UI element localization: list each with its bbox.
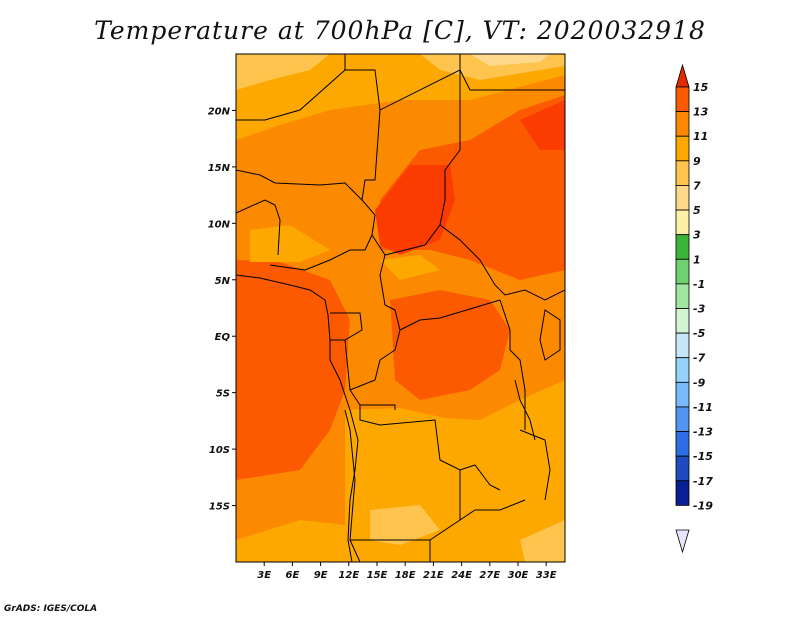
lon-tick-label: 9E [314,570,328,581]
lat-tick-label: 5S [216,389,230,400]
field-band-5c-north [470,54,550,66]
field-band-15c-east [520,100,565,150]
map-title: Temperature at 700hPa [C], VT: 202003291… [94,16,706,45]
colorbar-upper-arrow [675,63,690,88]
colorbar-box [675,480,690,506]
longitude-axis: 3E 6E 9E 12E 15E 18E 21E 24E 27E 30E 33E [257,562,557,581]
colorbar-box [675,86,690,113]
colorbar-label: 11 [693,130,708,143]
colorbar-box [675,135,690,162]
colorbar-label: -5 [693,327,706,340]
lon-tick-label: 6E [286,570,300,581]
lon-tick-label: 12E [338,570,359,581]
colorbar-label: -15 [693,450,713,463]
lon-tick-label: 18E [395,570,416,581]
lon-tick-label: 21E [423,570,444,581]
lon-tick-label: 3E [257,570,271,581]
colorbar-box [675,185,690,211]
colorbar-label: 3 [693,229,701,242]
colorbar-box [675,160,690,186]
colorbar-box [675,111,690,137]
colorbar-box [675,431,690,457]
colorbar-label: 1 [693,253,701,266]
colorbar-box [675,406,690,432]
colorbar-box [675,308,690,334]
field-band-13c-east [390,290,510,400]
coastline [236,274,359,562]
colorbar-box [675,258,690,285]
colorbar-label: 9 [693,155,701,168]
colorbar-box [675,234,690,260]
lat-tick-label: 15S [209,502,230,513]
field-band-9c-sahel [250,225,440,280]
lat-tick-label: EQ [215,332,231,343]
colorbar-label: -11 [693,401,713,414]
temperature-field [236,54,565,562]
lon-tick-label: 33E [536,570,557,581]
lon-tick-label: 24E [451,570,472,581]
colorbar-box [675,283,690,309]
field-band-13c-west [236,260,350,480]
lat-tick-label: 20N [208,106,231,117]
colorbar-label: -1 [693,278,705,291]
colorbar-box [675,357,690,383]
field-band-9c-west [236,520,345,562]
field-band-15c-core [375,165,455,255]
lon-tick-label: 15E [367,570,388,581]
colorbar-box [675,332,690,359]
colorbar-label: -19 [693,499,713,512]
colorbar-label: -3 [693,303,706,316]
colorbar-label: 13 [693,106,709,119]
colorbar-label: -17 [693,475,713,488]
colorbar-box [675,209,690,236]
colorbar-lower-arrow [675,529,690,554]
field-band-7c-north [236,54,565,90]
lat-tick-label: 10S [209,445,230,456]
colorbar-box [675,381,690,408]
latitude-axis: 20N 15N 10N 5N EQ 5S 10S 15S [208,106,236,513]
field-band-7c-south [370,505,565,562]
colorbar: 15 13 11 9 7 5 3 1 -1 -3 -5 -7 -9 -11 -13 -15 -17 -19 [675,63,713,554]
colorbar-box [675,455,690,482]
colorbar-label: -9 [693,376,706,389]
colorbar-label: -13 [693,426,713,439]
lat-tick-label: 10N [208,219,231,230]
lat-tick-label: 15N [208,163,231,174]
lon-tick-label: 30E [508,570,529,581]
grads-credit: GrADS: IGES/COLA [4,604,98,614]
colorbar-label: 5 [693,204,701,217]
colorbar-label: 15 [693,81,709,94]
colorbar-label: -7 [693,352,706,365]
colorbar-label: 7 [693,179,701,192]
lat-tick-label: 5N [215,276,231,287]
lon-tick-label: 27E [479,570,500,581]
map-frame [235,53,566,563]
country-borders [236,54,565,562]
